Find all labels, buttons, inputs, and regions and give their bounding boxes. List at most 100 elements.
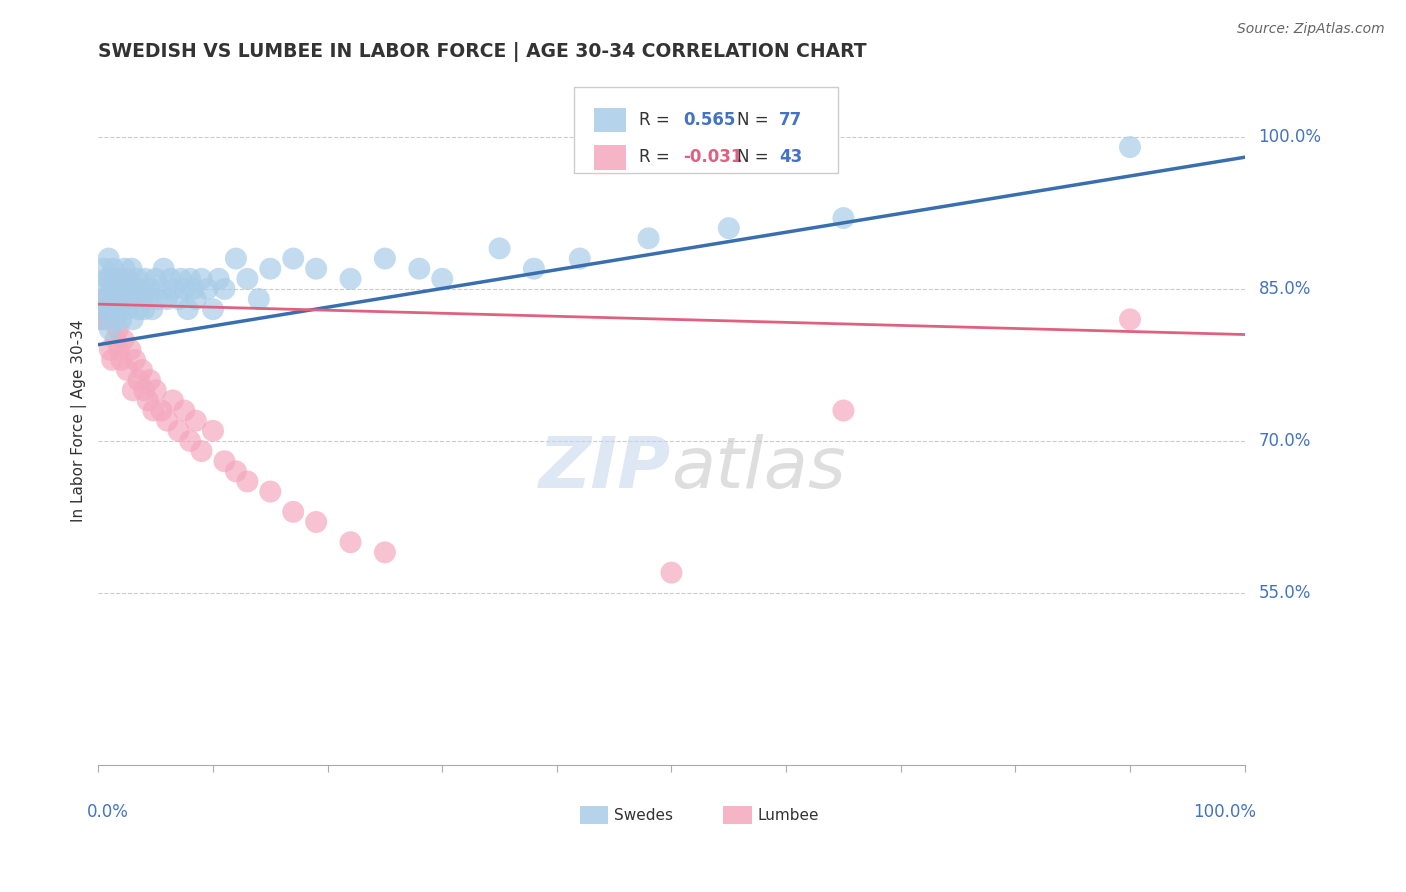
Point xyxy=(283,252,305,266)
Point xyxy=(110,282,132,296)
Point xyxy=(97,252,120,266)
Point xyxy=(150,403,173,417)
Point xyxy=(136,292,159,306)
Point xyxy=(115,363,138,377)
Text: 70.0%: 70.0% xyxy=(1258,432,1310,450)
Point xyxy=(661,566,683,580)
Point xyxy=(131,363,153,377)
Point xyxy=(832,211,855,225)
Point xyxy=(93,261,115,276)
Point xyxy=(162,282,184,296)
Point xyxy=(374,252,396,266)
Text: atlas: atlas xyxy=(672,434,846,503)
Point xyxy=(105,292,128,306)
FancyBboxPatch shape xyxy=(723,806,752,823)
Point xyxy=(167,292,190,306)
Point xyxy=(115,302,138,317)
Point xyxy=(124,352,146,367)
Point xyxy=(523,261,546,276)
Point xyxy=(339,535,361,549)
Point xyxy=(195,282,218,296)
Point xyxy=(110,352,132,367)
Text: N =: N = xyxy=(737,112,773,129)
Point xyxy=(96,272,118,286)
Point xyxy=(167,424,190,438)
Point xyxy=(145,272,167,286)
Point xyxy=(108,343,131,357)
Point xyxy=(1119,312,1142,326)
Point xyxy=(127,373,149,387)
Point xyxy=(118,292,141,306)
Point xyxy=(236,475,259,489)
Point xyxy=(103,292,125,306)
Point xyxy=(121,261,143,276)
Point xyxy=(104,333,127,347)
Point xyxy=(120,343,142,357)
Point xyxy=(832,403,855,417)
Point xyxy=(259,484,281,499)
Point xyxy=(98,302,121,317)
Point xyxy=(94,302,117,317)
Point xyxy=(127,302,149,317)
Point xyxy=(283,505,305,519)
Point xyxy=(134,384,156,398)
Point xyxy=(170,272,193,286)
Point xyxy=(179,434,201,448)
Point xyxy=(247,292,270,306)
Text: 43: 43 xyxy=(779,148,803,166)
Point xyxy=(190,272,212,286)
Point xyxy=(408,261,430,276)
Point xyxy=(134,272,156,286)
Point xyxy=(121,384,143,398)
Point xyxy=(142,403,165,417)
Point xyxy=(156,292,179,306)
Point xyxy=(179,272,201,286)
Point xyxy=(101,282,124,296)
Text: 55.0%: 55.0% xyxy=(1258,584,1310,602)
Point xyxy=(190,444,212,458)
Text: 77: 77 xyxy=(779,112,803,129)
Point xyxy=(89,302,111,317)
Point xyxy=(139,282,162,296)
Point xyxy=(112,333,135,347)
Text: 100.0%: 100.0% xyxy=(1194,803,1256,821)
Point xyxy=(141,302,163,317)
Y-axis label: In Labor Force | Age 30-34: In Labor Force | Age 30-34 xyxy=(72,319,87,522)
Point xyxy=(156,414,179,428)
Point xyxy=(117,272,139,286)
Point xyxy=(184,414,207,428)
Text: Source: ZipAtlas.com: Source: ZipAtlas.com xyxy=(1237,22,1385,37)
Point xyxy=(121,312,143,326)
Point xyxy=(93,292,115,306)
FancyBboxPatch shape xyxy=(579,806,609,823)
FancyBboxPatch shape xyxy=(574,87,838,173)
Point xyxy=(96,292,118,306)
Point xyxy=(201,302,224,317)
Point xyxy=(108,302,131,317)
Text: 0.0%: 0.0% xyxy=(87,803,129,821)
Point xyxy=(1119,140,1142,154)
Text: SWEDISH VS LUMBEE IN LABOR FORCE | AGE 30-34 CORRELATION CHART: SWEDISH VS LUMBEE IN LABOR FORCE | AGE 3… xyxy=(98,42,868,62)
Point xyxy=(94,302,117,317)
Text: ZIP: ZIP xyxy=(540,434,672,503)
Point xyxy=(214,454,236,468)
Point xyxy=(101,352,124,367)
Point xyxy=(146,292,169,306)
Point xyxy=(98,272,121,286)
Text: Lumbee: Lumbee xyxy=(758,808,818,823)
Point xyxy=(208,272,231,286)
Point xyxy=(103,261,125,276)
Point xyxy=(107,282,129,296)
Point xyxy=(259,261,281,276)
Point xyxy=(637,231,659,245)
FancyBboxPatch shape xyxy=(593,145,626,169)
Point xyxy=(134,302,156,317)
Point xyxy=(717,221,740,235)
Point xyxy=(120,282,142,296)
Point xyxy=(184,292,207,306)
Point xyxy=(225,252,247,266)
Point xyxy=(108,272,131,286)
Point xyxy=(90,292,112,306)
Text: -0.031: -0.031 xyxy=(683,148,742,166)
Point xyxy=(568,252,591,266)
